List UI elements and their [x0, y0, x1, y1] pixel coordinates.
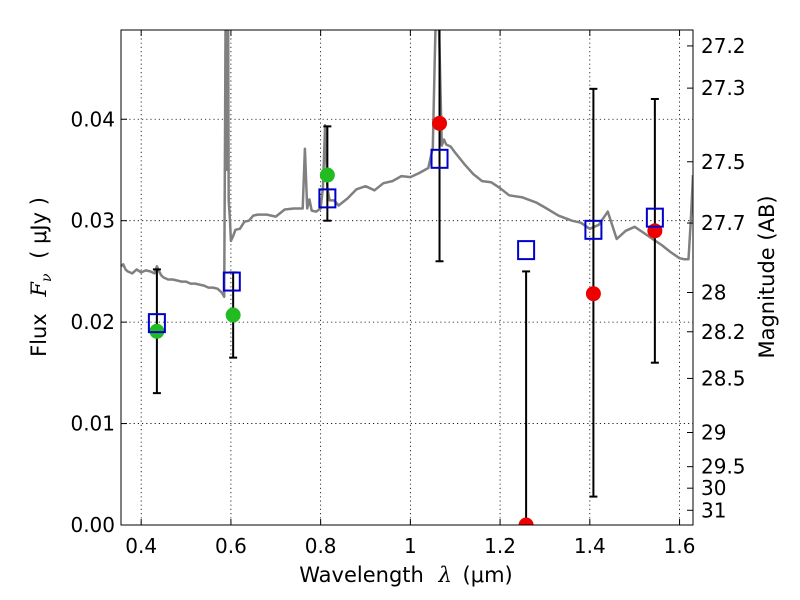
y2-tick-label-8: 29.5 [701, 455, 746, 479]
x-axis-label-text: Wavelength [299, 563, 424, 587]
model-point-6 [645, 207, 664, 228]
model-point-4 [517, 240, 536, 261]
y2-tick-label-1: 27.3 [701, 76, 746, 100]
y-axis-label-subscript: ν [39, 273, 55, 282]
y2-tick-label-0: 27.2 [701, 34, 746, 58]
model-point-1 [222, 271, 241, 292]
y-tick-label-1: 0.01 [70, 412, 115, 436]
plot-background [121, 30, 693, 525]
upper-point-1 [518, 517, 534, 525]
y2-tick-label-6: 28.5 [701, 366, 746, 390]
model-point-3 [430, 148, 449, 169]
axes: 0.4 0.6 0.8 1 1.2 1.4 1.6 0.00 0.01 0.02 0.03 0.04 2… [70, 30, 746, 558]
upper-point-2 [585, 286, 601, 302]
y-tick-label-3: 0.03 [70, 209, 115, 233]
y2-tick-label-4: 28 [701, 281, 726, 305]
x-tick-label-5: 1.4 [574, 534, 606, 558]
y2-tick-label-7: 29 [701, 420, 726, 444]
upper-point-0 [432, 115, 448, 131]
x-tick-label-4: 1.2 [484, 534, 516, 558]
x-tick-label-2: 0.8 [305, 534, 337, 558]
x-axis-label-symbol: λ [438, 563, 452, 587]
y-axis-label-unit: ( μJy ) [27, 197, 51, 259]
y2-tick-label-2: 27.5 [701, 150, 746, 174]
y-tick-label-4: 0.04 [70, 107, 115, 131]
y2-tick-label-3: 27.7 [701, 211, 746, 235]
x-tick-label-1: 0.6 [215, 534, 247, 558]
y-tick-label-2: 0.02 [70, 310, 115, 334]
upper-point-3 [647, 223, 663, 239]
data-layer [121, 30, 693, 525]
x-tick-label-0: 0.4 [125, 534, 157, 558]
template-spectrum-line [121, 30, 693, 299]
x-axis-label-unit: (μm) [463, 563, 513, 587]
y2-axis-label: Magnitude (AB) [755, 195, 779, 358]
plot-frame [120, 29, 694, 526]
model-point-5 [584, 219, 603, 240]
model-point-2 [318, 188, 337, 209]
model-point-0 [147, 313, 166, 334]
x-axis-label: Wavelength λ (μm) [299, 563, 512, 587]
y-axis-label-text: Flux [27, 313, 51, 357]
x-tick-label-6: 1.6 [664, 534, 696, 558]
y-axis-label-symbol: F [27, 281, 51, 298]
y2-tick-label-5: 28.2 [701, 320, 746, 344]
y-axis-label: Flux Fν ( μJy ) [27, 197, 56, 357]
y2-tick-label-10: 31 [701, 498, 726, 522]
detection-point-2 [319, 167, 335, 183]
x-tick-label-3: 1 [404, 534, 417, 558]
y2-tick-label-9: 30 [701, 476, 726, 500]
y-tick-label-0: 0.00 [70, 513, 115, 537]
detection-point-1 [225, 307, 241, 323]
